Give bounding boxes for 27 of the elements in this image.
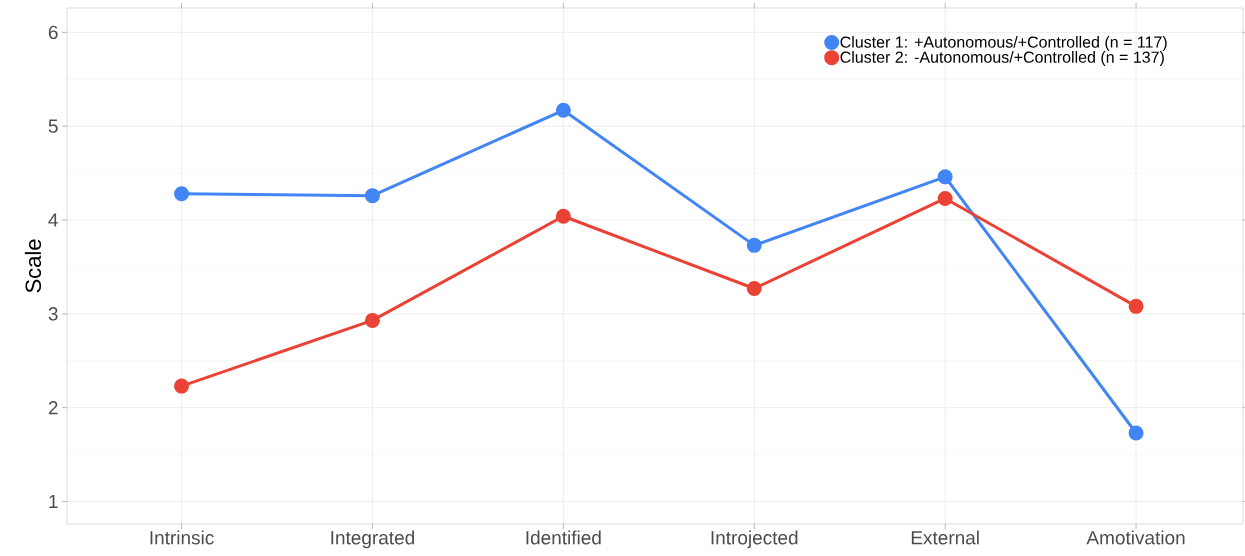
x-tick-label: Amotivation — [1086, 530, 1185, 545]
point — [1128, 298, 1144, 314]
x-tick-label: Identified — [526, 530, 601, 545]
point — [364, 188, 380, 204]
legend-label: Cluster 2: -Autonomous/+Controlled (n = 137) — [840, 51, 1164, 66]
point — [746, 281, 762, 297]
x-tick-label: Integrated — [331, 530, 414, 549]
point — [555, 102, 571, 118]
x-tick-label: External — [911, 530, 979, 545]
point — [174, 378, 190, 394]
y-tick-label: 6 — [48, 25, 58, 40]
y-tick-label: 1 — [49, 494, 58, 508]
point — [1128, 425, 1144, 441]
point — [746, 237, 762, 253]
y-tick-label: 5 — [48, 119, 58, 133]
legend-label: Cluster 1: +Autonomous/+Controlled (n = 117) — [840, 36, 1167, 51]
point — [174, 186, 190, 202]
y-tick-label: 4 — [48, 213, 58, 227]
y-axis-title: Scale — [24, 239, 42, 293]
y-tick-label: 3 — [48, 307, 58, 321]
y-tick-label: 2 — [48, 401, 58, 415]
point — [937, 169, 953, 185]
x-tick-label: Intrinsic — [150, 530, 214, 545]
x-tick-label: Introjected — [711, 530, 798, 549]
point — [555, 208, 571, 224]
point — [937, 190, 953, 206]
point — [364, 312, 380, 328]
